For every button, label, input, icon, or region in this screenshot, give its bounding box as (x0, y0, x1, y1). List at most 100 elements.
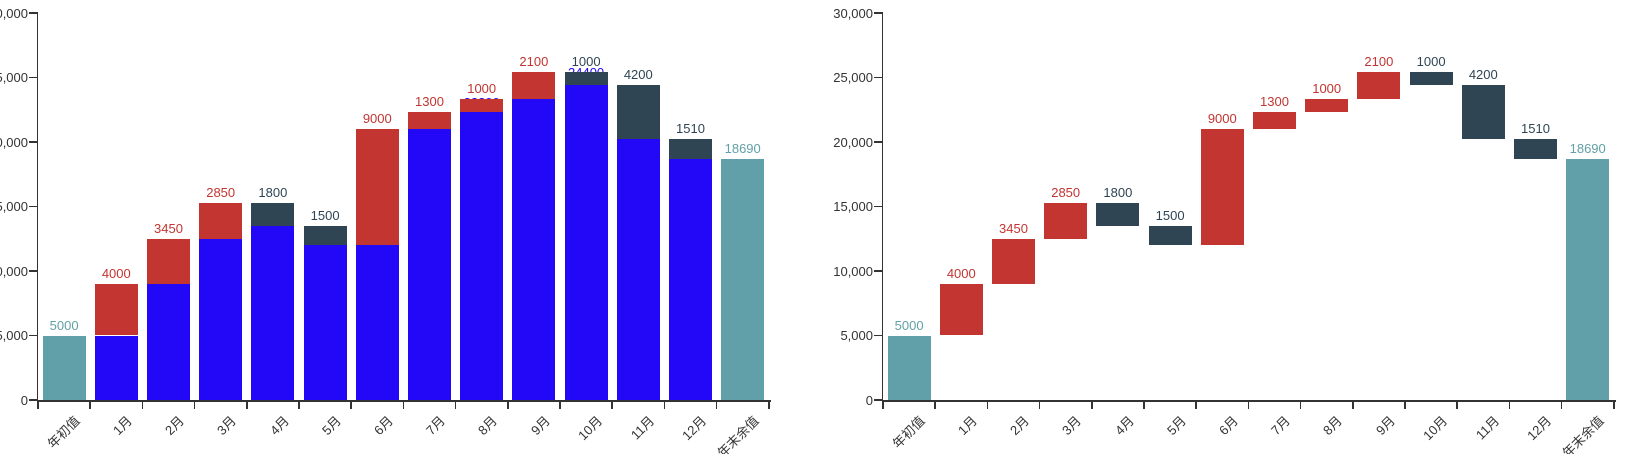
x-axis-tick (1195, 401, 1197, 409)
bar-value-label: 9000 (362, 111, 392, 127)
y-axis-tick (29, 270, 37, 272)
bar-value-label: 18690 (724, 140, 761, 156)
bar-decrease[interactable] (251, 202, 295, 226)
x-axis-tick (986, 401, 989, 409)
x-axis-tick (1404, 401, 1406, 409)
bar-increase[interactable] (1044, 202, 1088, 240)
y-axis-label: 30,000 (833, 5, 873, 21)
y-axis-label: 10,000 (0, 263, 28, 279)
bar-increase[interactable] (147, 239, 190, 284)
bar-base[interactable] (512, 99, 556, 400)
bar-base[interactable] (199, 239, 243, 400)
bar-decrease[interactable] (1148, 225, 1192, 246)
x-axis-tick (141, 401, 144, 409)
bar-increase[interactable] (1200, 129, 1244, 246)
bar-decrease[interactable] (1461, 85, 1505, 140)
bar-increase[interactable] (1253, 112, 1296, 130)
x-axis-category-label: 8月 (1320, 413, 1346, 439)
bar-increase[interactable] (939, 283, 983, 336)
bar-increase[interactable] (512, 72, 556, 100)
bar-base[interactable] (303, 245, 347, 400)
x-axis-tick (1508, 401, 1511, 409)
bar-increase[interactable] (1305, 99, 1349, 113)
bar-base[interactable] (669, 158, 712, 400)
x-axis-tick (1456, 401, 1458, 409)
y-axis-tick (874, 399, 882, 401)
bar-base[interactable] (408, 129, 451, 400)
y-axis-tick (874, 76, 882, 79)
bar-base[interactable] (251, 225, 295, 400)
bar-increase[interactable] (199, 202, 243, 240)
x-axis-tick (89, 401, 91, 409)
bar-decrease[interactable] (564, 72, 608, 86)
x-axis-line (36, 400, 772, 402)
x-axis-category-label: 年初值 (889, 413, 928, 452)
x-axis-category-label: 9月 (1372, 413, 1398, 439)
bar-value-label: 1510 (676, 121, 705, 137)
bar-decrease[interactable] (1096, 202, 1140, 226)
bar-increase[interactable] (1357, 72, 1401, 100)
bar-increase[interactable] (355, 129, 399, 246)
y-axis-line (881, 12, 883, 402)
bar-value-label: 1500 (1155, 207, 1185, 223)
x-axis-category-label: 3月 (1059, 413, 1085, 439)
y-axis-label: 15,000 (833, 199, 873, 214)
bar-increase[interactable] (94, 283, 138, 336)
y-axis-tick (874, 205, 882, 208)
y-axis-tick (29, 205, 37, 208)
y-axis-tick (874, 270, 882, 272)
x-axis-tick (193, 401, 196, 409)
bar-value-label: 4000 (101, 265, 131, 281)
bar-increase[interactable] (992, 239, 1035, 284)
bar-increase[interactable] (408, 112, 451, 130)
bar-base[interactable] (94, 335, 138, 400)
bar-value-label: 2850 (206, 184, 236, 200)
bar-total[interactable] (721, 158, 765, 400)
bar-decrease[interactable] (1514, 139, 1557, 159)
x-axis-tick (611, 401, 613, 409)
x-axis-tick (768, 401, 770, 409)
y-axis-label: 5,000 (0, 328, 28, 343)
bar-decrease[interactable] (303, 225, 347, 246)
bar-total[interactable] (887, 335, 931, 400)
x-axis-category-label: 7月 (1268, 413, 1294, 439)
bar-value-label: 3450 (999, 221, 1028, 237)
bar-value-label: 1300 (415, 94, 444, 110)
x-axis-category-label: 1月 (955, 413, 981, 439)
x-axis-tick (402, 401, 405, 409)
y-axis-label: 15,000 (0, 199, 28, 214)
bar-decrease[interactable] (669, 139, 712, 159)
x-axis-tick (663, 401, 666, 409)
x-axis-category-label: 6月 (1216, 413, 1242, 439)
bar-value-label: 1510 (1521, 121, 1550, 137)
x-axis-category-label: 4月 (1111, 413, 1137, 439)
y-axis-label: 20,000 (0, 134, 28, 150)
bar-value-label: 1000 (1312, 81, 1342, 97)
bar-base[interactable] (616, 139, 660, 400)
bar-value-label: 4200 (623, 67, 653, 83)
bar-base[interactable] (564, 85, 608, 400)
y-axis-label: 5,000 (840, 328, 873, 343)
bar-base[interactable] (460, 112, 504, 400)
bar-total[interactable] (42, 335, 86, 400)
x-axis-tick (246, 401, 248, 409)
y-axis-tick (29, 334, 37, 337)
y-axis-label: 25,000 (833, 70, 873, 85)
bar-value-label: 2100 (519, 54, 549, 70)
bar-decrease[interactable] (616, 85, 660, 140)
bar-value-label: 3450 (154, 221, 183, 237)
bar-value-label: 1800 (258, 184, 288, 200)
bar-value-label: 9000 (1207, 111, 1237, 127)
x-axis-tick (1299, 401, 1302, 409)
bar-base[interactable] (147, 283, 190, 400)
bar-increase[interactable] (460, 99, 504, 113)
y-axis-tick (29, 141, 37, 143)
bar-value-label: 2100 (1364, 54, 1394, 70)
y-axis-line (36, 12, 38, 402)
x-axis-tick (1560, 401, 1563, 409)
x-axis-category-label: 11月 (1472, 413, 1503, 443)
bar-base[interactable] (355, 245, 399, 400)
bar-decrease[interactable] (1409, 72, 1453, 86)
bar-total[interactable] (1566, 158, 1610, 400)
